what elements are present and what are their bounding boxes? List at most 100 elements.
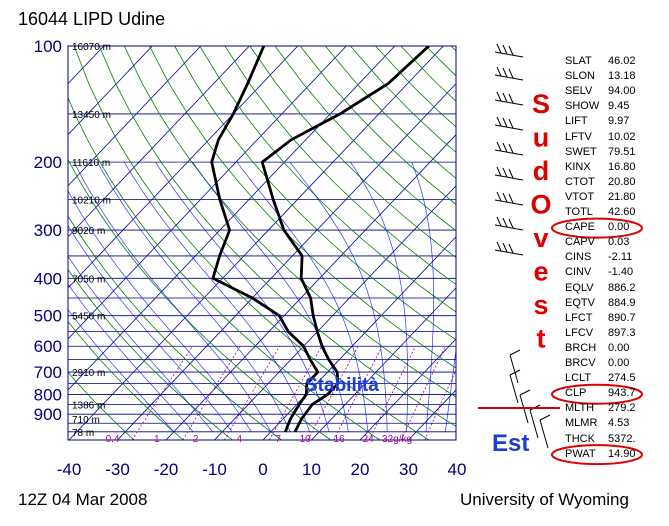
wind-barb-feather: [496, 66, 502, 77]
isotherm-line: [68, 46, 347, 340]
isotherm-line: [0, 46, 7, 440]
moist-adiabat: [96, 161, 291, 432]
index-value: 10.02: [608, 130, 636, 143]
dry-adiabat: [149, 46, 456, 369]
index-name: PWAT: [565, 447, 596, 460]
wind-barb-feather: [496, 116, 502, 127]
index-value: 42.60: [608, 206, 636, 218]
wind-barb-feather: [509, 349, 521, 356]
highlight-ellipse: [551, 383, 643, 405]
index-name: LFCV: [565, 326, 594, 339]
index-name: SLAT: [565, 55, 592, 67]
height-label: 1386 m: [72, 401, 105, 412]
height-label: 11610 m: [72, 158, 110, 169]
sounding-datetime: 12Z 04 Mar 2008: [18, 490, 148, 509]
index-value: 46.02: [608, 55, 636, 67]
index-row: CLP 943.7: [565, 387, 665, 401]
index-name: LIFT: [565, 115, 588, 128]
isotherm-line: [165, 134, 456, 440]
index-row: CAPV 0.03: [565, 236, 665, 250]
index-row: THCK 5372.: [565, 433, 665, 447]
temperature-tick-label: -10: [202, 460, 227, 479]
dry-adiabat: [123, 46, 456, 398]
mixing-ratio-label: 4: [237, 434, 243, 445]
index-value: 9.45: [608, 100, 630, 113]
dry-adiabat: [249, 46, 456, 258]
skewt-grid: [0, 46, 456, 440]
pressure-tick-label: 900: [34, 405, 62, 424]
index-row: LFCT 890.7: [565, 312, 665, 326]
wind-barb-feather: [496, 241, 502, 252]
temperature-tick-label: -30: [105, 460, 130, 479]
temperature-tick-label: -40: [57, 460, 82, 479]
index-value: 279.2: [608, 402, 636, 415]
moist-adiabat: [68, 190, 252, 432]
height-label: 5450 m: [72, 312, 105, 323]
data-source: University of Wyoming: [460, 490, 629, 509]
index-name: CTOT: [565, 175, 595, 188]
wind-barb: [509, 369, 521, 404]
dry-adiabat: [68, 158, 332, 440]
index-value: -1.40: [608, 266, 634, 279]
dry-adiabat: [68, 320, 184, 440]
height-label: 2910 m: [72, 368, 105, 379]
wind-barb-feather: [508, 93, 514, 104]
wind-barb-feather: [508, 193, 514, 204]
wind-barb-feather: [496, 166, 502, 177]
mixing-ratio-line: [182, 345, 241, 440]
index-name: EQTV: [565, 296, 595, 309]
index-value: -2.11: [608, 251, 633, 264]
index-name: CLP: [565, 387, 587, 400]
wind-barb-feather: [508, 243, 514, 254]
dry-adiabat: [224, 46, 456, 285]
index-row: LCLT 274.5: [565, 372, 665, 386]
index-value: 890.7: [608, 311, 636, 324]
index-name: VTOT: [565, 190, 595, 203]
index-name: LCLT: [565, 372, 592, 385]
pressure-tick-label: 800: [34, 385, 62, 404]
height-label: 7050 m: [72, 274, 105, 285]
index-row: SELV 94.00: [565, 85, 665, 99]
wind-barb: [494, 166, 524, 181]
wind-barb-staff: [509, 354, 519, 384]
height-label: 16070 m: [72, 42, 111, 53]
mixing-ratio-line: [424, 369, 456, 440]
wind-barb: [539, 414, 551, 449]
pressure-tick-label: 200: [34, 153, 62, 172]
wind-barb: [509, 349, 521, 384]
index-value: 79.51: [608, 145, 636, 158]
wind-barb: [494, 116, 524, 131]
wind-barb: [494, 216, 524, 231]
index-row: CINV -1.40: [565, 266, 665, 280]
temperature-tick-label: 20: [351, 460, 370, 479]
index-name: THCK: [565, 432, 595, 445]
index-row: VTOT 21.80: [565, 191, 665, 205]
isotherm-line: [68, 46, 396, 391]
height-label: 78 m: [72, 428, 94, 439]
wind-barb-staff: [494, 51, 524, 58]
index-name: BRCV: [565, 357, 596, 369]
index-row: KINX 16.80: [565, 161, 665, 175]
moist-adiabat: [68, 283, 194, 433]
moist-adiabat: [68, 225, 233, 433]
wind-barb-staff: [494, 199, 524, 206]
wind-barb-staff: [494, 99, 524, 106]
wind-barb-staff: [529, 409, 539, 439]
index-row: SLAT 46.02: [565, 55, 665, 69]
moist-adiabat: [445, 347, 456, 432]
sudovest-letter: e: [533, 257, 548, 287]
index-name: CAPV: [565, 236, 595, 249]
height-label: 710 m: [72, 415, 100, 426]
wind-barb-feather: [508, 45, 514, 56]
dry-adiabat: [174, 46, 456, 341]
stability-label: Stabilità: [305, 375, 379, 396]
pressure-tick-label: 500: [34, 307, 62, 326]
wind-barb-feather: [509, 369, 521, 376]
index-row: MLTH 279.2: [565, 402, 665, 416]
wind-barb: [494, 141, 524, 156]
index-row: TOTL 42.60: [565, 206, 665, 220]
wind-barb-feather: [496, 191, 502, 202]
pressure-tick-label: 400: [34, 269, 62, 288]
dry-adiabat: [274, 46, 456, 232]
